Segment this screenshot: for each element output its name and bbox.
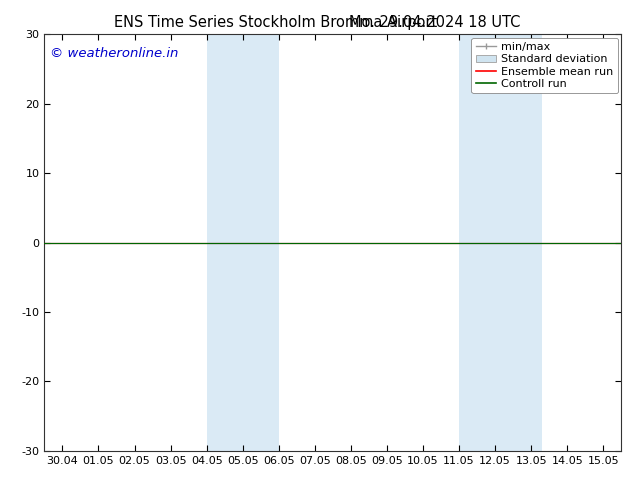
Text: © weatheronline.in: © weatheronline.in (50, 47, 179, 60)
Bar (207, 34, 243, 451)
Text: ENS Time Series Stockholm Bromma Airport: ENS Time Series Stockholm Bromma Airport (114, 15, 437, 30)
Bar (459, 34, 495, 451)
Bar (531, 34, 542, 451)
Bar (495, 34, 531, 451)
Text: Mo. 29.04.2024 18 UTC: Mo. 29.04.2024 18 UTC (349, 15, 520, 30)
Bar (243, 34, 279, 451)
Legend: min/max, Standard deviation, Ensemble mean run, Controll run: min/max, Standard deviation, Ensemble me… (471, 38, 618, 93)
